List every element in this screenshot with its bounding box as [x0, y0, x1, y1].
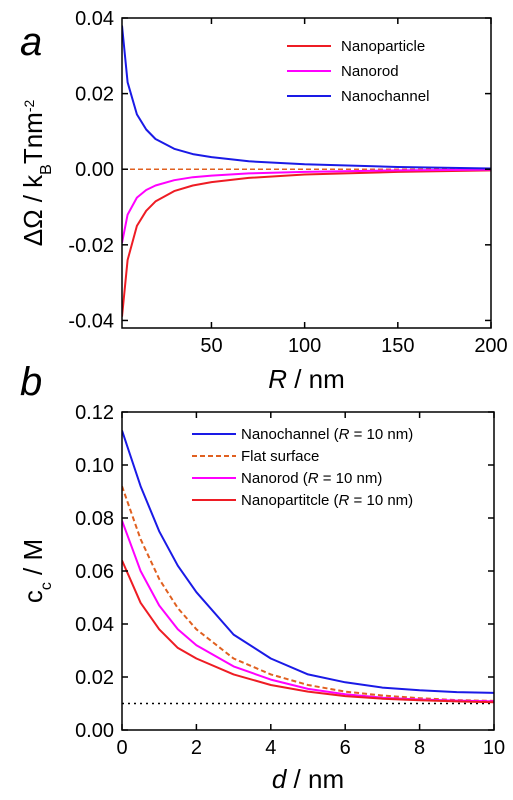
y-tick-label: 0.04 — [75, 8, 114, 30]
x-tick-label: 100 — [288, 335, 321, 357]
y-axis-title: cc / M — [18, 539, 55, 603]
legend: Nanochannel (R = 10 nm) Flat surface Nanor… — [192, 426, 413, 509]
legend-label-3: Nanopartitcle (R = 10 nm) — [241, 492, 413, 509]
series-group — [122, 430, 494, 704]
y-tick-label: 0.10 — [75, 455, 114, 477]
y-tick-label: -0.02 — [68, 235, 114, 257]
legend-label-1: Nanorod — [341, 63, 399, 80]
legend-label-0: Nanoparticle — [341, 38, 425, 55]
x-tick-label: 6 — [340, 737, 351, 759]
series-line-2 — [122, 25, 491, 170]
y-axis-title: ΔΩ / kBTnm-2 — [18, 99, 55, 246]
y-tick-label: 0.12 — [75, 402, 114, 424]
series-line-1 — [122, 168, 491, 244]
x-tick-label: 50 — [200, 335, 222, 357]
panel-letter-a: a — [20, 20, 42, 64]
y-tick-label: 0.04 — [75, 614, 114, 636]
x-axis-title: R / nm — [268, 364, 345, 394]
x-tick-label: 150 — [381, 335, 414, 357]
panel-b: b 0 2 4 6 8 10 0.00 0.02 0.04 0.06 0.08 0.10 0.12 d / … — [18, 360, 505, 794]
legend-label-2: Nanorod (R = 10 nm) — [241, 470, 382, 487]
y-tick-label: 0.00 — [75, 720, 114, 742]
y-tick-label: 0.06 — [75, 561, 114, 583]
x-tick-label: 2 — [191, 737, 202, 759]
series-line-1 — [122, 485, 494, 702]
y-tick-label: 0.02 — [75, 84, 114, 106]
y-tick-label: 0.00 — [75, 159, 114, 181]
y-tick-label: 0.08 — [75, 508, 114, 530]
x-tick-label: 8 — [414, 737, 425, 759]
x-axis-title: d / nm — [272, 764, 344, 794]
legend-label-0: Nanochannel (R = 10 nm) — [241, 426, 413, 443]
series-line-3 — [122, 559, 494, 704]
x-tick-label: 4 — [265, 737, 276, 759]
legend-label-1: Flat surface — [241, 448, 319, 465]
panel-letter-b: b — [20, 360, 42, 404]
plot-frame — [121, 17, 492, 329]
legend-label-2: Nanochannel — [341, 88, 429, 105]
x-tick-label: 0 — [116, 737, 127, 759]
series-line-0 — [122, 169, 491, 317]
y-tick-label: 0.02 — [75, 667, 114, 689]
x-tick-label: 200 — [474, 335, 507, 357]
y-tick-label: -0.04 — [68, 310, 114, 332]
series-line-0 — [122, 430, 494, 694]
x-tick-label: 10 — [483, 737, 505, 759]
series-group — [122, 25, 491, 317]
legend: Nanoparticle Nanorod Nanochannel — [287, 38, 429, 105]
panel-a: a 50 100 150 200 -0.04 -0.02 0.00 0.02 0.04 R / nm… — [18, 8, 508, 394]
